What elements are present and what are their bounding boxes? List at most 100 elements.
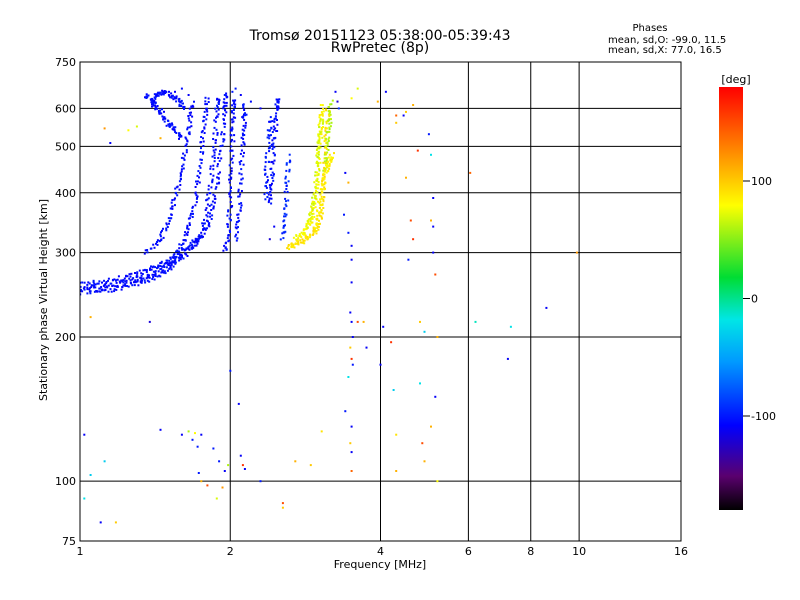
colorbar-tick-label: -100 xyxy=(751,410,776,423)
data-point xyxy=(231,121,234,124)
data-point xyxy=(244,124,247,127)
data-point xyxy=(196,174,199,177)
data-point xyxy=(242,134,244,137)
data-point xyxy=(202,235,204,238)
data-point xyxy=(226,225,229,228)
data-point xyxy=(309,220,312,223)
data-point xyxy=(390,341,393,344)
data-point xyxy=(180,168,183,171)
data-point xyxy=(209,212,211,215)
data-point xyxy=(206,203,209,206)
data-point xyxy=(150,247,153,250)
data-point xyxy=(159,91,162,94)
data-point xyxy=(162,236,165,239)
data-point xyxy=(160,231,162,234)
data-point xyxy=(310,221,313,224)
data-point xyxy=(315,232,318,235)
data-point xyxy=(325,142,328,145)
data-point xyxy=(141,273,144,275)
data-point xyxy=(204,123,207,126)
data-point xyxy=(196,197,198,200)
data-point xyxy=(207,101,210,103)
data-point xyxy=(327,110,330,113)
data-point xyxy=(321,212,324,215)
data-point xyxy=(283,212,286,215)
data-point xyxy=(103,289,106,292)
data-point xyxy=(212,164,215,167)
data-point xyxy=(101,281,103,284)
data-point xyxy=(188,217,191,220)
data-point xyxy=(243,129,246,132)
data-point xyxy=(134,272,136,274)
data-point xyxy=(432,251,435,254)
data-point xyxy=(223,98,226,101)
data-point xyxy=(154,108,157,111)
data-point xyxy=(287,180,290,183)
data-point xyxy=(137,284,140,287)
data-point xyxy=(285,162,288,165)
data-point xyxy=(217,113,220,116)
data-point xyxy=(200,147,202,150)
data-point xyxy=(223,125,226,128)
data-point xyxy=(325,120,328,123)
data-point xyxy=(231,205,234,207)
data-point xyxy=(117,275,120,278)
data-point xyxy=(242,141,245,144)
data-point xyxy=(159,265,162,267)
data-point xyxy=(198,234,201,237)
data-point xyxy=(120,288,123,291)
data-point xyxy=(327,169,330,172)
data-point xyxy=(313,230,316,233)
data-point xyxy=(316,191,319,194)
data-point xyxy=(238,202,241,205)
data-point xyxy=(313,202,315,205)
data-point xyxy=(183,158,186,161)
data-point xyxy=(145,93,148,96)
data-point xyxy=(161,271,164,274)
data-point xyxy=(144,268,146,271)
data-point xyxy=(204,228,207,231)
data-point xyxy=(293,246,296,249)
data-point xyxy=(80,288,82,291)
data-point xyxy=(140,281,143,284)
data-point xyxy=(138,269,141,272)
data-point xyxy=(206,110,209,113)
data-point xyxy=(314,186,317,188)
data-point xyxy=(334,90,337,93)
data-point xyxy=(228,178,230,181)
data-point xyxy=(168,222,170,225)
data-point xyxy=(274,127,277,130)
data-point xyxy=(189,214,192,217)
data-point xyxy=(202,145,205,147)
data-point xyxy=(423,460,426,463)
data-point xyxy=(216,176,219,179)
data-point xyxy=(322,108,325,110)
data-point xyxy=(152,276,155,278)
data-point xyxy=(302,229,305,232)
data-point xyxy=(242,115,245,118)
data-point xyxy=(322,173,325,176)
data-point xyxy=(434,273,437,276)
data-point xyxy=(281,502,284,505)
data-point xyxy=(273,128,276,131)
data-point xyxy=(190,121,193,124)
data-point xyxy=(181,165,184,168)
y-tick-label: 100 xyxy=(55,475,76,488)
data-point xyxy=(284,177,287,180)
data-point xyxy=(110,290,113,293)
data-point xyxy=(202,137,204,140)
data-point xyxy=(109,142,112,144)
data-point xyxy=(241,464,244,467)
data-point xyxy=(287,199,290,202)
data-point xyxy=(330,103,333,106)
data-point xyxy=(271,160,274,163)
data-point xyxy=(168,262,171,265)
data-point xyxy=(409,219,412,222)
data-point xyxy=(319,203,322,206)
data-point xyxy=(279,238,282,241)
data-point xyxy=(170,268,173,271)
data-point xyxy=(312,233,314,236)
data-point xyxy=(178,256,180,259)
data-point xyxy=(180,170,183,173)
data-point xyxy=(285,185,288,187)
